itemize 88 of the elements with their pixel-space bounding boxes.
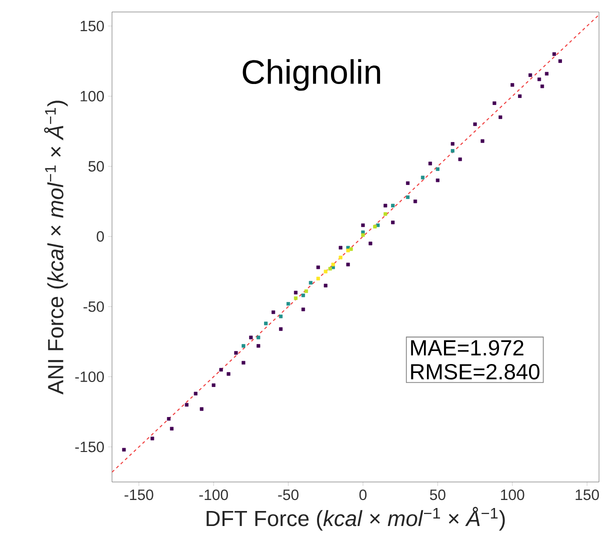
point <box>256 344 260 348</box>
point <box>368 242 372 246</box>
point <box>450 142 454 146</box>
point <box>361 233 365 237</box>
point <box>304 289 308 293</box>
point <box>166 417 171 421</box>
point <box>458 158 462 162</box>
point <box>498 115 502 119</box>
point <box>249 336 253 340</box>
x-tick-label: 50 <box>430 490 446 500</box>
point <box>406 195 410 199</box>
point <box>338 256 342 260</box>
point <box>316 276 320 280</box>
point <box>480 139 484 143</box>
point <box>324 270 328 274</box>
point <box>242 360 246 365</box>
point <box>294 296 298 300</box>
point <box>242 344 246 348</box>
y-tick-label: -100 <box>75 371 104 382</box>
point <box>324 284 328 288</box>
x-tick-label: -50 <box>278 490 298 500</box>
annotation: RMSE=2.840 <box>411 364 540 380</box>
point <box>122 448 126 452</box>
point <box>294 290 298 294</box>
point <box>328 266 332 271</box>
point <box>234 351 238 355</box>
point <box>264 322 268 326</box>
point <box>473 122 477 126</box>
point <box>316 266 320 270</box>
y-tick-label: 150 <box>80 20 104 32</box>
point <box>194 392 198 396</box>
point <box>384 212 388 216</box>
point <box>436 167 440 171</box>
point <box>518 94 522 98</box>
point <box>200 407 204 411</box>
point <box>450 149 454 153</box>
annotation: MAE=1.972 <box>411 340 524 356</box>
y-tick-label: 50 <box>88 161 104 172</box>
point <box>219 368 223 372</box>
y-tick-label: 100 <box>80 90 104 102</box>
y-tick-label: -150 <box>75 442 104 452</box>
x-tick-label: -100 <box>199 490 228 500</box>
point <box>552 52 556 56</box>
point <box>256 336 260 340</box>
point <box>436 178 440 182</box>
point <box>226 372 230 376</box>
point <box>537 78 542 82</box>
point <box>286 302 290 306</box>
point <box>212 383 216 387</box>
point <box>428 162 432 166</box>
point <box>170 426 174 430</box>
point <box>528 73 532 77</box>
point <box>510 83 514 87</box>
y-tick-label: -50 <box>84 301 104 312</box>
point <box>361 223 365 228</box>
x-tick-label: 100 <box>501 490 524 500</box>
point <box>376 223 380 228</box>
point <box>544 72 549 76</box>
point <box>272 310 276 314</box>
point <box>391 204 395 208</box>
x-tick-label: 150 <box>576 490 599 500</box>
point <box>558 59 562 63</box>
point <box>279 314 283 318</box>
text: Chignolin <box>242 59 380 91</box>
point <box>184 403 188 407</box>
point <box>346 248 350 252</box>
point <box>413 200 418 204</box>
x-tick-label: -150 <box>124 490 154 500</box>
point <box>308 280 312 285</box>
point <box>406 181 410 185</box>
point <box>346 262 350 266</box>
point <box>540 84 544 88</box>
point <box>338 246 342 250</box>
point <box>384 204 388 208</box>
point <box>420 176 425 180</box>
point <box>492 101 496 105</box>
point <box>349 247 353 251</box>
text: DFT Force (kcal × mol$^{−1}$ × Å$^{−1}$) <box>206 506 505 531</box>
point <box>150 436 154 440</box>
point <box>279 327 283 331</box>
y-tick-label: 0 <box>96 231 104 242</box>
point <box>391 220 395 224</box>
x-tick-label: 0 <box>359 490 367 500</box>
point <box>373 224 377 228</box>
text: ANI Force (kcal × mol$^{−1}$ × Å$^{−1}$) <box>44 100 68 395</box>
point <box>331 262 335 266</box>
point <box>301 294 306 298</box>
point <box>301 308 306 312</box>
